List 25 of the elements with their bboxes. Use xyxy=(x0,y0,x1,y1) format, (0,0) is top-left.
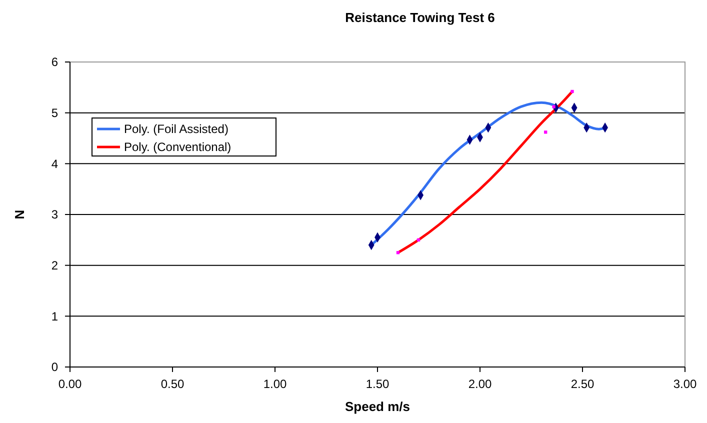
x-tick-label: 1.50 xyxy=(366,377,390,391)
x-axis-title: Speed m/s xyxy=(344,399,410,414)
point xyxy=(570,90,574,94)
x-tick-label: 2.50 xyxy=(570,377,594,391)
x-tick-label: 0.00 xyxy=(58,377,82,391)
y-tick-label: 4 xyxy=(51,156,58,171)
x-tick-label: 0.50 xyxy=(160,377,184,391)
point xyxy=(396,251,400,254)
legend-label: Poly. (Conventional) xyxy=(124,140,232,154)
x-tick-label: 3.00 xyxy=(673,377,697,391)
y-axis-title: N xyxy=(12,210,27,220)
y-tick-label: 2 xyxy=(51,258,58,273)
line-series xyxy=(396,90,574,254)
y-tick-label: 0 xyxy=(51,360,58,374)
y-tick-label: 3 xyxy=(51,208,58,222)
y-tick-label: 1 xyxy=(51,309,58,324)
y-tick-label: 6 xyxy=(51,55,58,70)
chart-title: Reistance Towing Test 6 xyxy=(345,10,495,25)
point xyxy=(552,105,556,108)
legend-label: Poly. (Foil Assisted) xyxy=(124,122,228,136)
x-tick-label: 1.00 xyxy=(263,377,287,391)
point xyxy=(416,238,420,242)
y-tick-label: 5 xyxy=(51,106,58,120)
point xyxy=(544,130,548,134)
x-tick-label: 2.00 xyxy=(468,377,492,391)
